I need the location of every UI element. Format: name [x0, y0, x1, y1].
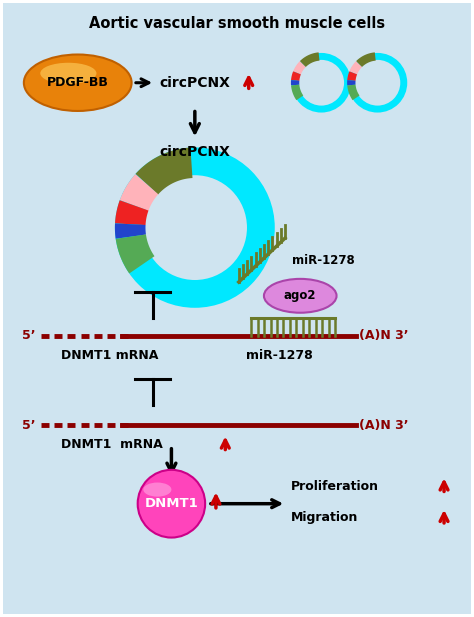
Text: Migration: Migration	[291, 511, 358, 524]
Circle shape	[137, 169, 254, 286]
Text: miR-1278: miR-1278	[292, 254, 355, 267]
Text: miR-1278: miR-1278	[246, 349, 313, 362]
Text: (A)N 3’: (A)N 3’	[359, 329, 408, 342]
Text: DNMT1 mRNA: DNMT1 mRNA	[61, 349, 159, 362]
Text: Aortic vascular smooth muscle cells: Aortic vascular smooth muscle cells	[89, 17, 385, 31]
Text: circPCNX: circPCNX	[159, 76, 230, 89]
Text: DNMT1  mRNA: DNMT1 mRNA	[61, 439, 163, 452]
Ellipse shape	[40, 63, 97, 84]
Text: DNMT1: DNMT1	[145, 497, 198, 510]
Text: ago2: ago2	[284, 289, 317, 302]
Circle shape	[137, 470, 205, 537]
Text: Proliferation: Proliferation	[291, 480, 379, 493]
Text: 5’: 5’	[22, 419, 36, 432]
Ellipse shape	[143, 482, 172, 497]
Text: PDGF-BB: PDGF-BB	[47, 77, 109, 89]
Text: (A)N 3’: (A)N 3’	[359, 419, 408, 432]
Text: circPCNX: circPCNX	[159, 146, 230, 159]
Ellipse shape	[24, 54, 132, 111]
Text: 5’: 5’	[22, 329, 36, 342]
Ellipse shape	[264, 279, 337, 313]
